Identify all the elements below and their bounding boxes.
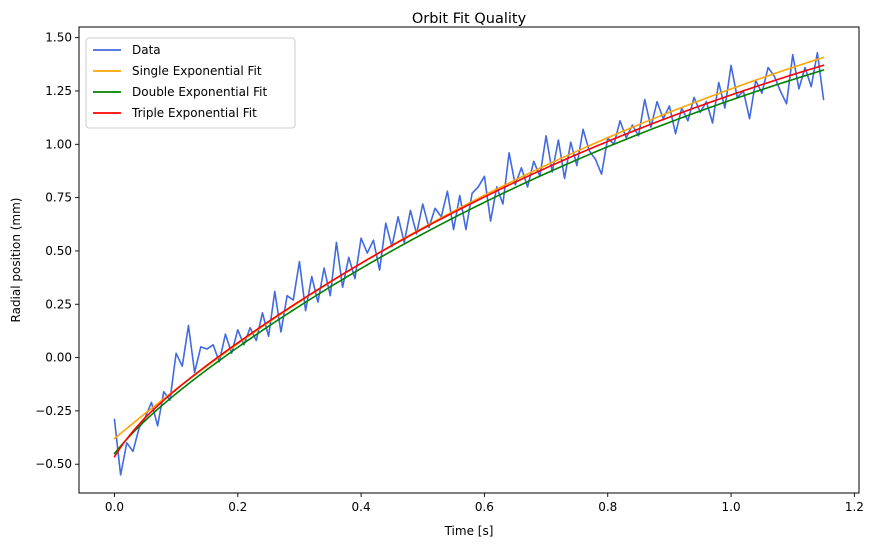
legend-label-triple-exponential-fit: Triple Exponential Fit: [131, 106, 257, 120]
y-tick-label: 0.25: [45, 297, 72, 311]
x-tick-label: 0.6: [475, 500, 494, 514]
x-tick-label: 1.2: [845, 500, 864, 514]
y-axis-label: Radial position (mm): [9, 198, 23, 323]
x-axis: 0.0 0.2 0.4 0.6 0.8 1.0 1.2: [105, 493, 864, 514]
legend: Data Single Exponential Fit Double Exponen…: [85, 37, 296, 129]
x-axis-label: Time [s]: [444, 524, 494, 538]
y-tick-label: 1.00: [45, 137, 72, 151]
legend-label-double-exponential-fit: Double Exponential Fit: [132, 85, 267, 99]
series-layer: [113, 51, 825, 476]
series-line-triple-exponential-fit: [113, 64, 825, 458]
legend-label-single-exponential-fit: Single Exponential Fit: [132, 64, 262, 78]
chart-title: Orbit Fit Quality: [412, 11, 527, 27]
x-tick-label: 0.0: [105, 500, 124, 514]
plot-frame: [78, 26, 860, 494]
x-tick-label: 0.2: [228, 500, 247, 514]
legend-box: [85, 37, 296, 129]
y-tick-label: 1.50: [45, 31, 72, 45]
y-tick-label: 1.25: [45, 84, 72, 98]
x-tick-label: 0.8: [598, 500, 617, 514]
y-tick-label: −0.50: [35, 457, 72, 471]
x-tick-label: 0.4: [352, 500, 371, 514]
y-axis: −0.50 −0.25 0.00 0.25 0.50 0.75 1.00 1.25 1.50: [35, 31, 79, 471]
x-tick-label: 1.0: [722, 500, 741, 514]
y-tick-label: −0.25: [35, 404, 72, 418]
y-tick-label: 0.75: [45, 191, 72, 205]
legend-label-data: Data: [132, 43, 161, 57]
series-line-double-exponential-fit: [113, 69, 825, 455]
y-tick-label: 0.50: [45, 244, 72, 258]
y-tick-label: 0.00: [45, 351, 72, 365]
